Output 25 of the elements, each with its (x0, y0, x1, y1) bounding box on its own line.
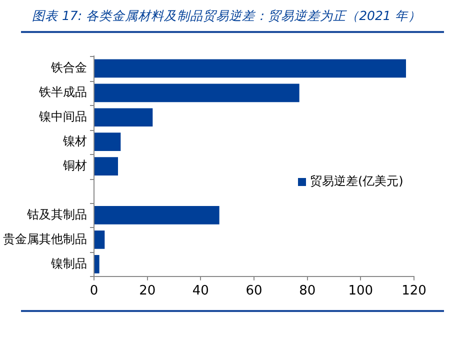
x-tick-label: 120 (402, 284, 426, 299)
x-tick-label: 20 (139, 284, 156, 299)
x-tick-label: 60 (246, 284, 262, 299)
bar (94, 206, 220, 224)
y-tick-label: 铜材 (62, 158, 87, 172)
y-tick-label: 镍材 (62, 134, 87, 148)
bar (94, 108, 153, 127)
bar (94, 157, 118, 176)
y-tick-label: 镍制品 (50, 256, 87, 270)
x-tick-label: 100 (348, 284, 374, 299)
y-tick-label: 贵金属其他制品 (3, 232, 87, 246)
y-tick-label: 镍中间品 (38, 109, 87, 124)
chart-title: 图表 17: 各类金属材料及制品贸易逆差：贸易逆差为正（2021 年） (32, 8, 421, 25)
bar (94, 132, 121, 152)
bar (94, 254, 100, 274)
legend-label: 贸易逆差(亿美元) (310, 173, 404, 190)
x-tick-label: 40 (192, 284, 209, 299)
y-tick-label: 铁合金 (50, 60, 87, 75)
x-tick-label: 80 (299, 284, 316, 299)
y-tick-label: 铁半成品 (38, 85, 87, 100)
bar (94, 230, 105, 249)
y-tick-label: 钴及其制品 (26, 207, 87, 222)
bar (94, 59, 406, 78)
x-tick-label: 0 (90, 284, 98, 299)
bar (94, 84, 300, 102)
